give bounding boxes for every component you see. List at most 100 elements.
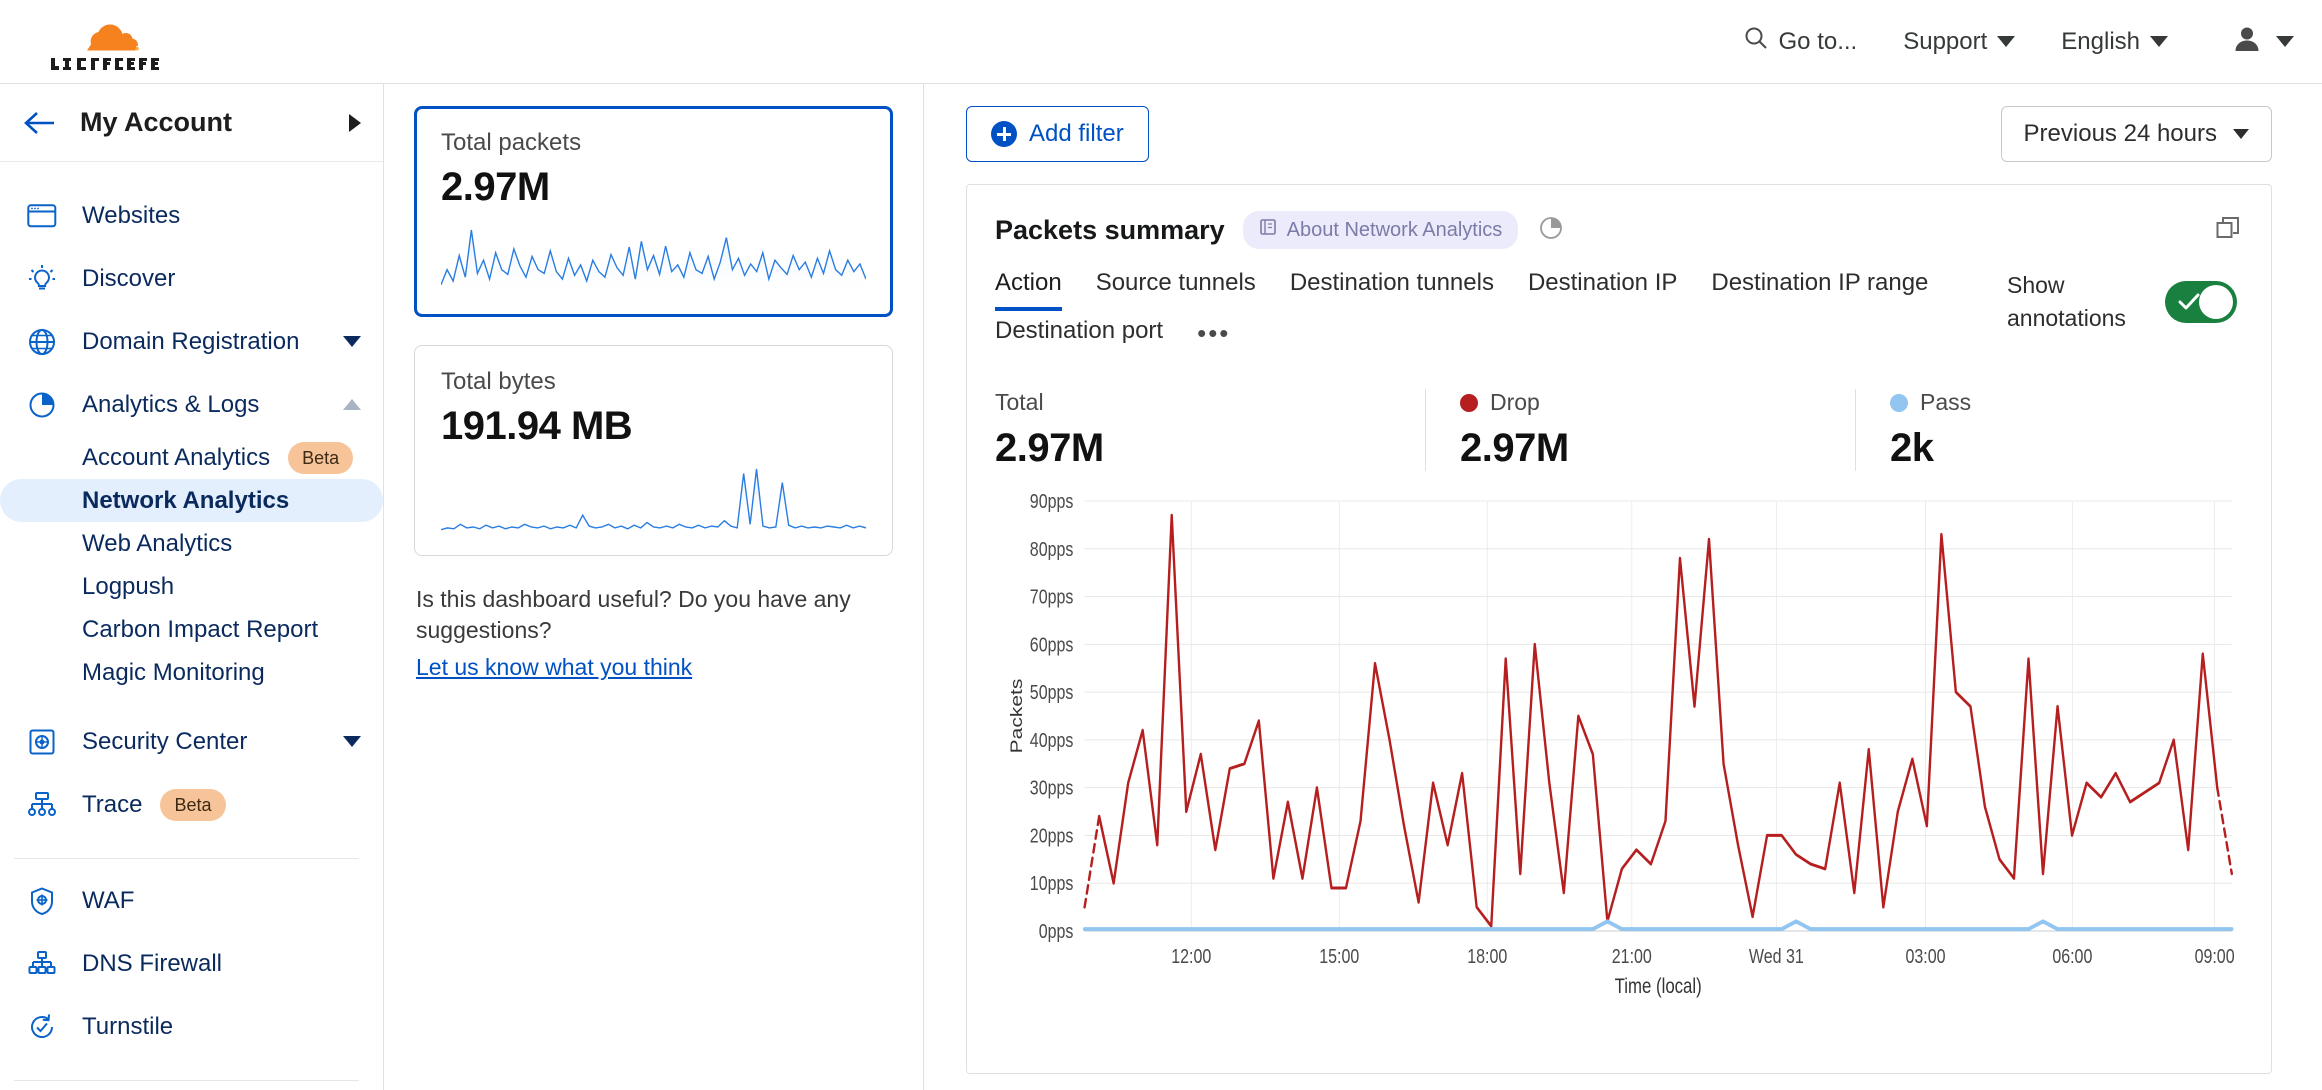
- metric-value: 191.94 MB: [441, 404, 633, 448]
- lightbulb-icon: [24, 264, 60, 294]
- support-menu[interactable]: Support: [1903, 27, 2016, 56]
- sidebar-item-waf[interactable]: WAF: [0, 869, 383, 932]
- stat-label-wrap: Total: [995, 389, 1385, 416]
- tab-action[interactable]: Action: [995, 269, 1062, 311]
- about-badge-label: About Network Analytics: [1286, 218, 1503, 241]
- sidebar-item-web-analytics[interactable]: Web Analytics: [0, 522, 383, 565]
- account-header: My Account: [0, 84, 383, 162]
- chevron-down-icon[interactable]: [343, 736, 361, 747]
- cloudflare-logo[interactable]: [22, 14, 222, 70]
- sidebar-item-network-analytics[interactable]: Network Analytics: [0, 479, 383, 522]
- main-toolbar: Add filter Previous 24 hours: [924, 84, 2322, 184]
- chevron-down-icon: [2150, 36, 2168, 47]
- pie-chart-icon[interactable]: [1538, 215, 1564, 246]
- sidebar-item-magic-monitoring[interactable]: Magic Monitoring: [0, 651, 383, 694]
- sidebar-item-label: Security Center: [82, 727, 248, 755]
- sidebar-item-carbon-impact-report[interactable]: Carbon Impact Report: [0, 608, 383, 651]
- stat-drop: Drop 2.97M: [1425, 389, 1855, 471]
- sidebar-item-label: Analytics & Logs: [82, 390, 260, 418]
- stat-label: Drop: [1490, 389, 1540, 415]
- sidebar-item-domain-registration[interactable]: Domain Registration: [0, 310, 383, 373]
- stat-label: Total: [995, 389, 1044, 415]
- packets-time-series-chart[interactable]: 0pps 10pps 20pps 30pps 40pps 50pps 60pps 70pps 8…: [995, 489, 2243, 1009]
- svg-text:40pps: 40pps: [1030, 729, 1074, 751]
- sidebar-item-logpush[interactable]: Logpush: [0, 565, 383, 608]
- svg-text:Packets: Packets: [1008, 679, 1027, 754]
- svg-text:18:00: 18:00: [1467, 945, 1507, 967]
- add-filter-button[interactable]: Add filter: [966, 106, 1149, 162]
- tabs-overflow-icon[interactable]: •••: [1197, 317, 1231, 348]
- account-title: My Account: [80, 107, 233, 137]
- tab-destination-tunnels[interactable]: Destination tunnels: [1289, 269, 1494, 296]
- sidebar-item-label: Trace: [82, 790, 143, 818]
- waf-shield-icon: [24, 886, 60, 916]
- dimension-tabs: Action Source tunnels Destination tunnel…: [995, 269, 2007, 359]
- sidebar-item-discover[interactable]: Discover: [0, 247, 383, 310]
- stat-label-wrap: Pass: [1890, 389, 1971, 416]
- security-shield-icon: [24, 727, 60, 757]
- language-menu[interactable]: English: [2061, 28, 2168, 56]
- chevron-down-icon[interactable]: [343, 336, 361, 347]
- sidebar-item-label: Turnstile: [82, 1012, 174, 1040]
- back-arrow-icon[interactable]: [24, 110, 58, 136]
- go-to-search[interactable]: Go to...: [1743, 25, 1857, 58]
- sidebar-item-label: Logpush: [82, 572, 175, 600]
- tab-destination-port[interactable]: Destination port: [995, 317, 1164, 344]
- svg-text:Time (local): Time (local): [1615, 975, 1702, 998]
- user-menu[interactable]: [2232, 24, 2294, 59]
- plus-icon: [991, 121, 1017, 147]
- svg-text:12:00: 12:00: [1171, 945, 1211, 967]
- page-layout: My Account Websites: [0, 84, 2322, 1090]
- about-network-analytics-badge[interactable]: About Network Analytics: [1242, 211, 1519, 249]
- stat-value: 2.97M: [1460, 426, 1569, 470]
- chevron-up-icon[interactable]: [343, 399, 361, 410]
- metric-label: Total packets: [441, 129, 582, 156]
- svg-text:10pps: 10pps: [1030, 873, 1074, 895]
- feedback-link[interactable]: Let us know what you think: [416, 654, 693, 681]
- sidebar-divider: [14, 858, 359, 859]
- sidebar-item-websites[interactable]: Websites: [0, 184, 383, 247]
- chevron-right-icon[interactable]: [349, 113, 361, 132]
- metric-card-total-packets[interactable]: Total packets 2.97M: [414, 106, 893, 317]
- support-label: Support: [1903, 27, 1988, 55]
- sidebar-subnav-analytics: Account Analytics Beta Network Analytics…: [0, 436, 383, 694]
- svg-text:50pps: 50pps: [1030, 681, 1074, 703]
- beta-badge: Beta: [288, 441, 354, 474]
- trace-nodes-icon: [24, 791, 60, 819]
- stat-value: 2.97M: [995, 426, 1104, 470]
- svg-text:09:00: 09:00: [2195, 945, 2235, 967]
- svg-text:80pps: 80pps: [1030, 538, 1074, 560]
- svg-text:Wed 31: Wed 31: [1749, 945, 1804, 967]
- stat-total: Total 2.97M: [995, 389, 1425, 471]
- tabs-row: Action Source tunnels Destination tunnel…: [967, 255, 2271, 359]
- sidebar-item-label: WAF: [82, 886, 135, 914]
- sidebar-item-label: Carbon Impact Report: [82, 615, 319, 643]
- pass-color-dot: [1890, 393, 1908, 412]
- sidebar-item-trace[interactable]: Trace Beta: [0, 773, 383, 836]
- sidebar-item-analytics-and-logs[interactable]: Analytics & Logs: [0, 373, 383, 436]
- sidebar-item-label: Network Analytics: [82, 486, 290, 514]
- sparkline-total-bytes: [441, 467, 866, 539]
- duplicate-icon[interactable]: [2215, 214, 2243, 247]
- time-range-selector[interactable]: Previous 24 hours: [2000, 106, 2272, 162]
- sidebar-item-security-center[interactable]: Security Center: [0, 710, 383, 773]
- sidebar-item-label: Account Analytics: [82, 443, 271, 471]
- tab-destination-ip-range[interactable]: Destination IP range: [1711, 269, 1929, 296]
- metrics-column: Total packets 2.97M Total bytes 191.94 M…: [384, 84, 924, 1090]
- sidebar-item-account-analytics[interactable]: Account Analytics Beta: [0, 436, 383, 479]
- turnstile-icon: [24, 1012, 60, 1042]
- search-icon: [1743, 25, 1769, 58]
- sidebar-item-label: Magic Monitoring: [82, 658, 265, 686]
- svg-text:15:00: 15:00: [1319, 945, 1359, 967]
- nav-spacer: [0, 694, 383, 710]
- stat-value: 2k: [1890, 426, 1934, 470]
- metric-card-total-bytes[interactable]: Total bytes 191.94 MB: [414, 345, 893, 556]
- sidebar-item-dns-firewall[interactable]: DNS Firewall: [0, 932, 383, 995]
- svg-text:90pps: 90pps: [1030, 490, 1074, 512]
- tab-destination-ip[interactable]: Destination IP: [1527, 269, 1678, 296]
- show-annotations-toggle[interactable]: [2165, 281, 2237, 324]
- sidebar-item-turnstile[interactable]: Turnstile: [0, 995, 383, 1058]
- time-range-label: Previous 24 hours: [2023, 120, 2217, 147]
- chart-area: 0pps 10pps 20pps 30pps 40pps 50pps 60pps 70pps 8…: [967, 471, 2271, 1009]
- tab-source-tunnels[interactable]: Source tunnels: [1095, 269, 1256, 296]
